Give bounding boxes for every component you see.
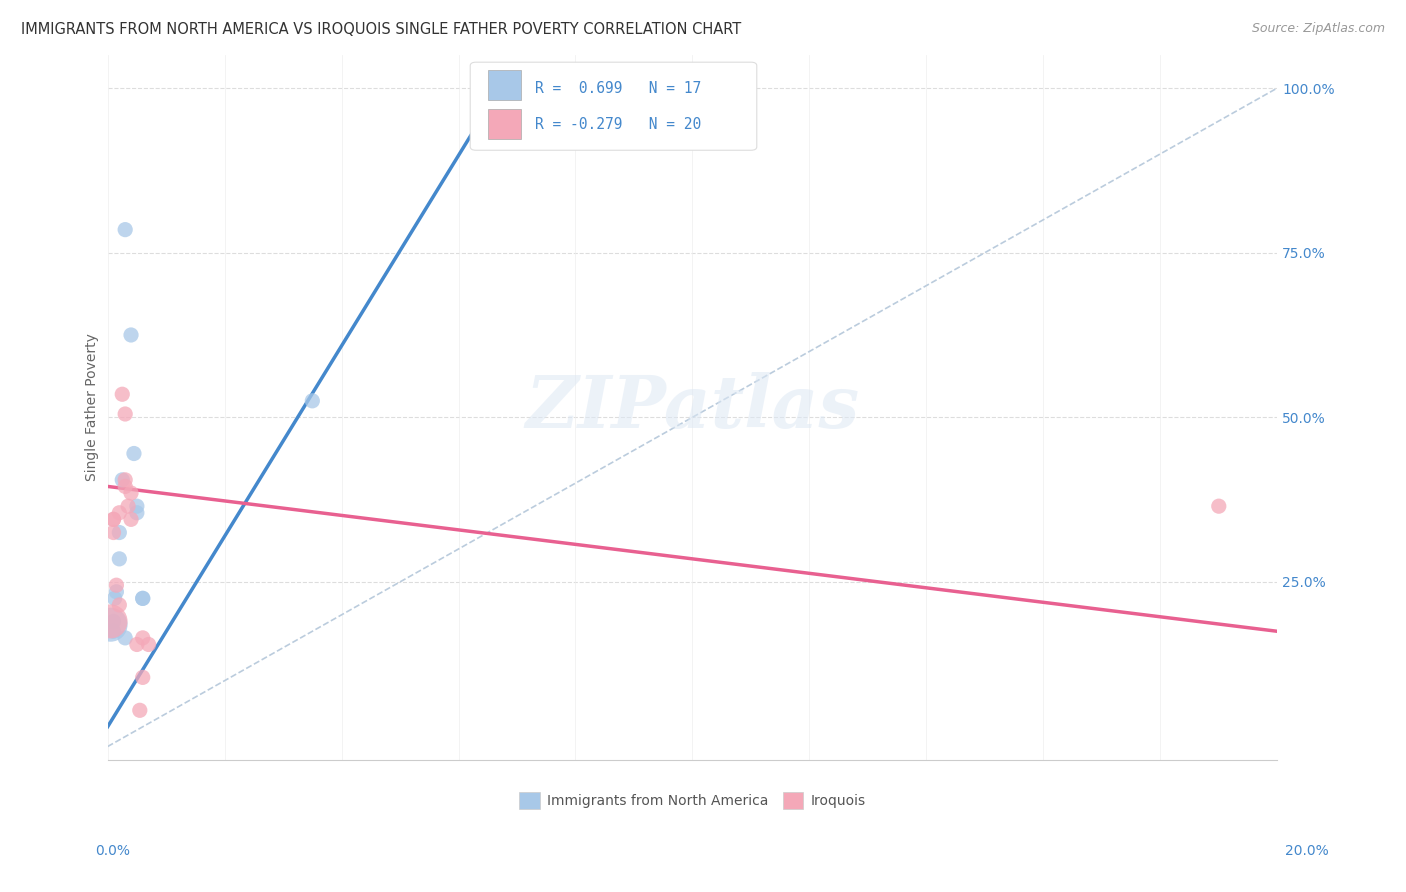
Point — [132, 670, 155, 684]
Point — [111, 387, 134, 401]
Legend: Immigrants from North America, Iroquois: Immigrants from North America, Iroquois — [513, 785, 872, 816]
FancyBboxPatch shape — [470, 62, 756, 150]
Point — [108, 552, 131, 566]
Text: Source: ZipAtlas.com: Source: ZipAtlas.com — [1251, 22, 1385, 36]
Point — [103, 525, 125, 540]
Point — [100, 615, 122, 629]
Point — [108, 506, 131, 520]
Point — [120, 486, 142, 500]
Point — [132, 591, 155, 606]
FancyBboxPatch shape — [488, 70, 520, 100]
Point — [111, 473, 134, 487]
FancyBboxPatch shape — [488, 109, 520, 138]
Point — [132, 591, 155, 606]
Point — [120, 328, 142, 343]
Text: ZIPatlas: ZIPatlas — [526, 372, 859, 443]
Text: R = -0.279   N = 20: R = -0.279 N = 20 — [534, 117, 700, 131]
Point — [114, 222, 136, 236]
Point — [108, 525, 131, 540]
Point — [117, 499, 139, 513]
Point — [128, 703, 150, 717]
Point — [100, 617, 122, 632]
Point — [103, 512, 125, 526]
Point — [114, 407, 136, 421]
Point — [132, 631, 155, 645]
Text: 0.0%: 0.0% — [96, 844, 131, 858]
Point — [103, 615, 125, 629]
Point — [103, 624, 125, 639]
Point — [138, 637, 160, 651]
Text: R =  0.699   N = 17: R = 0.699 N = 17 — [534, 81, 700, 96]
Point — [125, 637, 148, 651]
Point — [114, 479, 136, 493]
Point — [114, 631, 136, 645]
Point — [105, 578, 128, 592]
Point — [1208, 499, 1230, 513]
Point — [103, 512, 125, 526]
Point — [125, 506, 148, 520]
Point — [125, 499, 148, 513]
Point — [122, 446, 145, 460]
Point — [301, 393, 323, 408]
Text: 20.0%: 20.0% — [1285, 844, 1329, 858]
Point — [108, 598, 131, 612]
Text: IMMIGRANTS FROM NORTH AMERICA VS IROQUOIS SINGLE FATHER POVERTY CORRELATION CHAR: IMMIGRANTS FROM NORTH AMERICA VS IROQUOI… — [21, 22, 741, 37]
Point — [114, 473, 136, 487]
Y-axis label: Single Father Poverty: Single Father Poverty — [86, 334, 100, 482]
Point — [104, 591, 127, 606]
Point — [120, 512, 142, 526]
Point — [105, 584, 128, 599]
